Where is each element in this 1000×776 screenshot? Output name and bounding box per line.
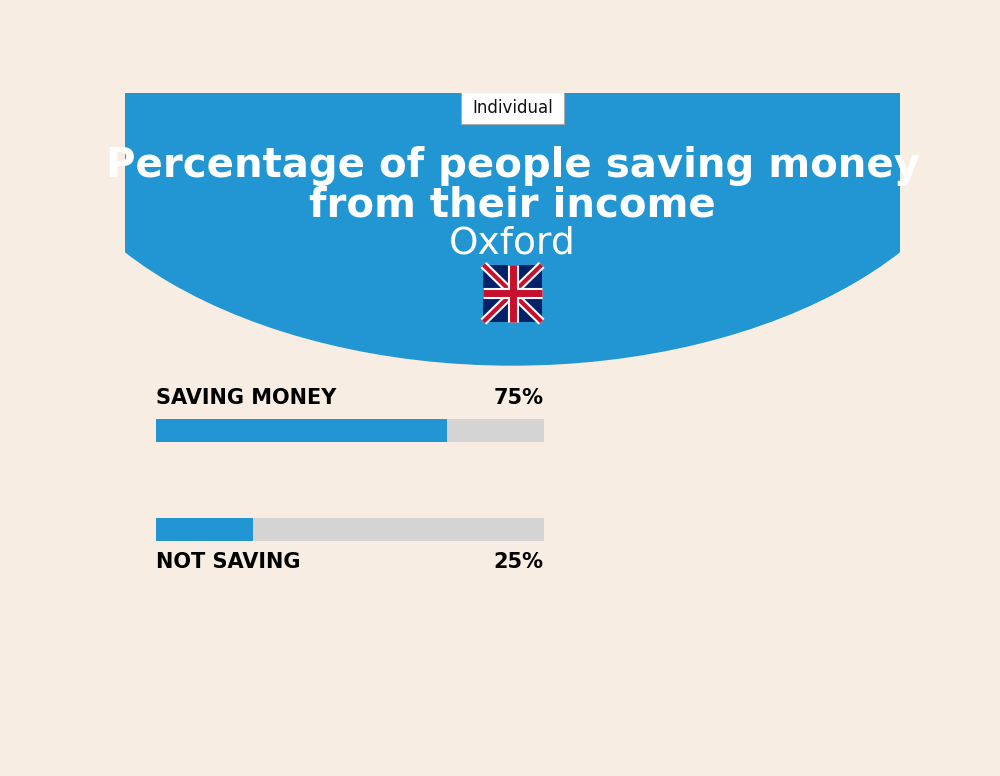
Bar (156, 419, 544, 442)
Text: Percentage of people saving money: Percentage of people saving money (106, 146, 920, 186)
Bar (156, 518, 544, 541)
Bar (156, 518, 253, 541)
Bar (156, 419, 447, 442)
Text: from their income: from their income (309, 185, 716, 226)
Text: 75%: 75% (494, 389, 544, 408)
Text: NOT SAVING: NOT SAVING (156, 552, 300, 572)
Text: Individual: Individual (472, 99, 553, 117)
FancyBboxPatch shape (461, 92, 564, 124)
Text: Oxford: Oxford (449, 226, 576, 262)
Text: 25%: 25% (494, 552, 544, 572)
Bar (483, 265, 542, 322)
Text: SAVING MONEY: SAVING MONEY (156, 389, 336, 408)
Ellipse shape (28, 0, 997, 365)
